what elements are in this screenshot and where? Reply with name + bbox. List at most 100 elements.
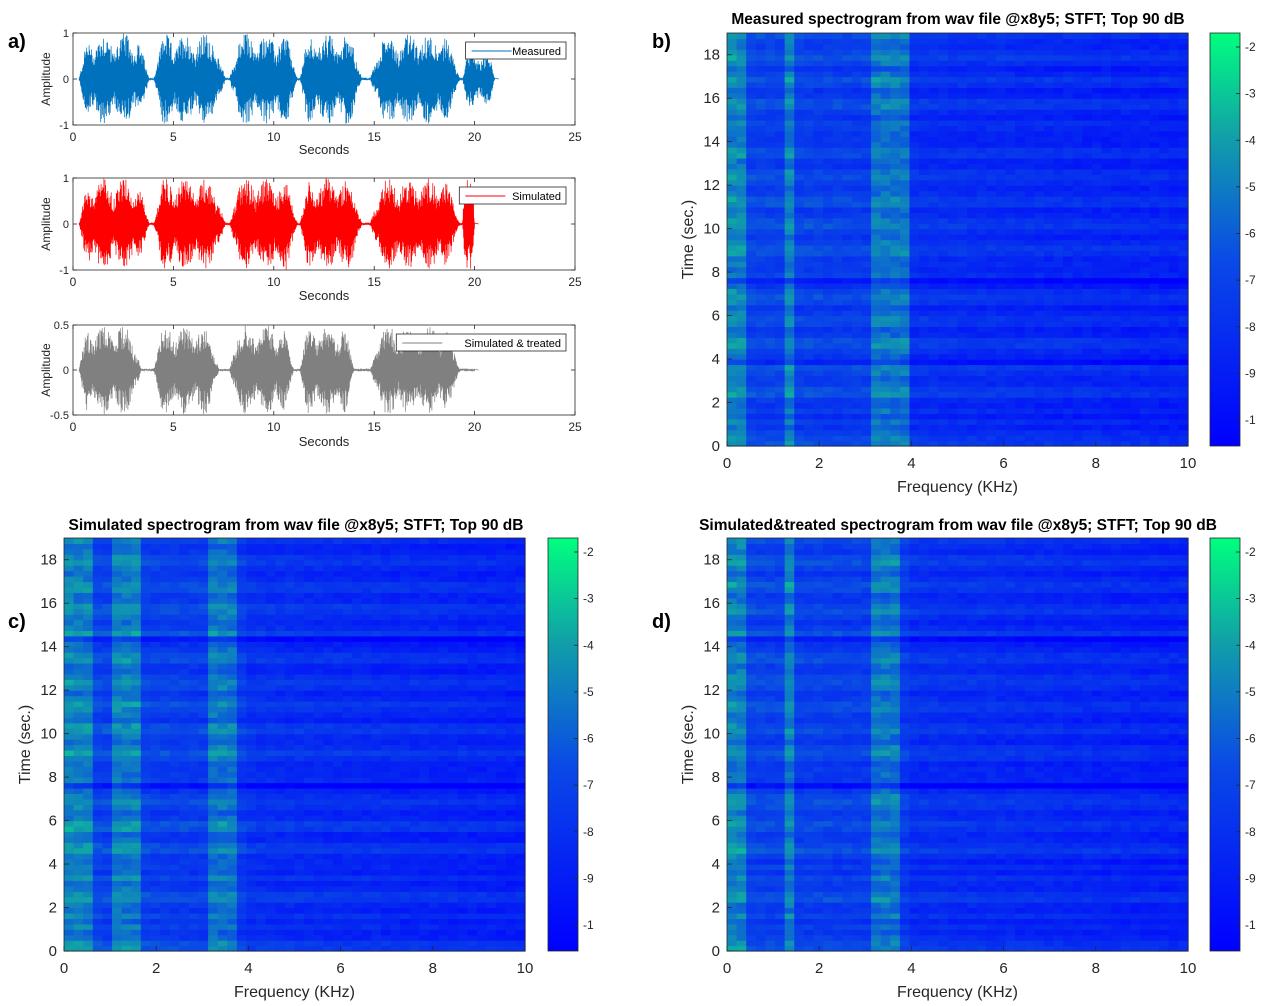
- heatmap-cell: [1082, 250, 1092, 256]
- heatmap-cell: [861, 278, 871, 284]
- heatmap-cell: [756, 180, 766, 186]
- heatmap-cell: [948, 310, 958, 316]
- heatmap-cell: [833, 76, 843, 82]
- heatmap-cell: [83, 869, 93, 875]
- heatmap-cell: [852, 375, 862, 381]
- heatmap-cell: [1121, 174, 1131, 180]
- heatmap-cell: [160, 886, 170, 892]
- heatmap-cell: [515, 837, 525, 843]
- heatmap-cell: [813, 413, 823, 419]
- heatmap-cell: [929, 60, 939, 66]
- heatmap-cell: [986, 408, 996, 414]
- heatmap-cell: [900, 245, 910, 251]
- heatmap-cell: [842, 403, 852, 409]
- heatmap-cell: [804, 120, 814, 126]
- heatmap-cell: [785, 93, 795, 99]
- heatmap-cell: [1169, 321, 1179, 327]
- heatmap-cell: [1102, 185, 1112, 191]
- heatmap-cell: [871, 93, 881, 99]
- heatmap-cell: [429, 913, 439, 919]
- heatmap-cell: [890, 76, 900, 82]
- heatmap-cell: [1015, 326, 1025, 332]
- heatmap-cell: [323, 891, 333, 897]
- heatmap-cell: [1025, 180, 1035, 186]
- heatmap-cell: [842, 413, 852, 419]
- heatmap-cell: [333, 837, 343, 843]
- heatmap-cell: [198, 929, 208, 935]
- heatmap-cell: [93, 908, 103, 914]
- heatmap-cell: [785, 115, 795, 121]
- heatmap-cell: [977, 104, 987, 110]
- heatmap-cell: [1054, 435, 1064, 441]
- heatmap-cell: [794, 343, 804, 349]
- heatmap-cell: [1150, 310, 1160, 316]
- heatmap-cell: [1169, 261, 1179, 267]
- heatmap-cell: [958, 359, 968, 365]
- heatmap-cell: [1150, 272, 1160, 278]
- heatmap-cell: [333, 935, 343, 941]
- heatmap-cell: [1102, 261, 1112, 267]
- heatmap-cell: [179, 940, 189, 946]
- heatmap-cell: [160, 869, 170, 875]
- heatmap-cell: [1054, 370, 1064, 376]
- heatmap-cell: [439, 902, 449, 908]
- heatmap-cell: [1130, 120, 1140, 126]
- heatmap-cell: [218, 880, 228, 886]
- heatmap-cell: [1121, 98, 1131, 104]
- heatmap-cell: [1169, 218, 1179, 224]
- heatmap-cell: [1150, 60, 1160, 66]
- heatmap-cell: [1121, 115, 1131, 121]
- heatmap-cell: [909, 131, 919, 137]
- heatmap-cell: [986, 424, 996, 430]
- heatmap-cell: [919, 76, 929, 82]
- heatmap-cell: [737, 288, 747, 294]
- heatmap-cell: [785, 131, 795, 137]
- heatmap-cell: [977, 169, 987, 175]
- heatmap-cell: [1015, 33, 1025, 39]
- heatmap-cell: [477, 875, 487, 881]
- heatmap-cell: [1063, 403, 1073, 409]
- heatmap-cell: [794, 403, 804, 409]
- heatmap-cell: [1082, 245, 1092, 251]
- heatmap-cell: [208, 913, 218, 919]
- heatmap-cell: [314, 837, 324, 843]
- heatmap-cell: [1054, 60, 1064, 66]
- heatmap-cell: [371, 815, 381, 821]
- heatmap-cell: [227, 918, 237, 924]
- heatmap-cell: [1082, 408, 1092, 414]
- heatmap-cell: [1082, 354, 1092, 360]
- heatmap-cell: [93, 831, 103, 837]
- heatmap-cell: [1082, 299, 1092, 305]
- heatmap-cell: [1034, 98, 1044, 104]
- heatmap-cell: [227, 929, 237, 935]
- heatmap-cell: [1054, 38, 1064, 44]
- heatmap-cell: [112, 880, 122, 886]
- heatmap-cell: [890, 180, 900, 186]
- heatmap-cell: [756, 332, 766, 338]
- heatmap-cell: [842, 305, 852, 311]
- heatmap-cell: [890, 397, 900, 403]
- heatmap-cell: [929, 261, 939, 267]
- heatmap-cell: [1082, 310, 1092, 316]
- heatmap-cell: [804, 234, 814, 240]
- heatmap-cell: [1063, 337, 1073, 343]
- heatmap-cell: [890, 256, 900, 262]
- heatmap-cell: [208, 842, 218, 848]
- heatmap-cell: [871, 283, 881, 289]
- heatmap-cell: [1063, 294, 1073, 300]
- heatmap-cell: [1063, 413, 1073, 419]
- heatmap-cell: [996, 256, 1006, 262]
- heatmap-cell: [785, 38, 795, 44]
- heatmap-cell: [1015, 256, 1025, 262]
- heatmap-cell: [996, 375, 1006, 381]
- heatmap-cell: [1159, 326, 1169, 332]
- heatmap-cell: [1044, 115, 1054, 121]
- heatmap-cell: [775, 326, 785, 332]
- heatmap-cell: [1150, 109, 1160, 115]
- heatmap-cell: [909, 392, 919, 398]
- heatmap-cell: [823, 60, 833, 66]
- heatmap-cell: [977, 348, 987, 354]
- heatmap-cell: [400, 842, 410, 848]
- heatmap-cell: [362, 853, 372, 859]
- heatmap-cell: [794, 44, 804, 50]
